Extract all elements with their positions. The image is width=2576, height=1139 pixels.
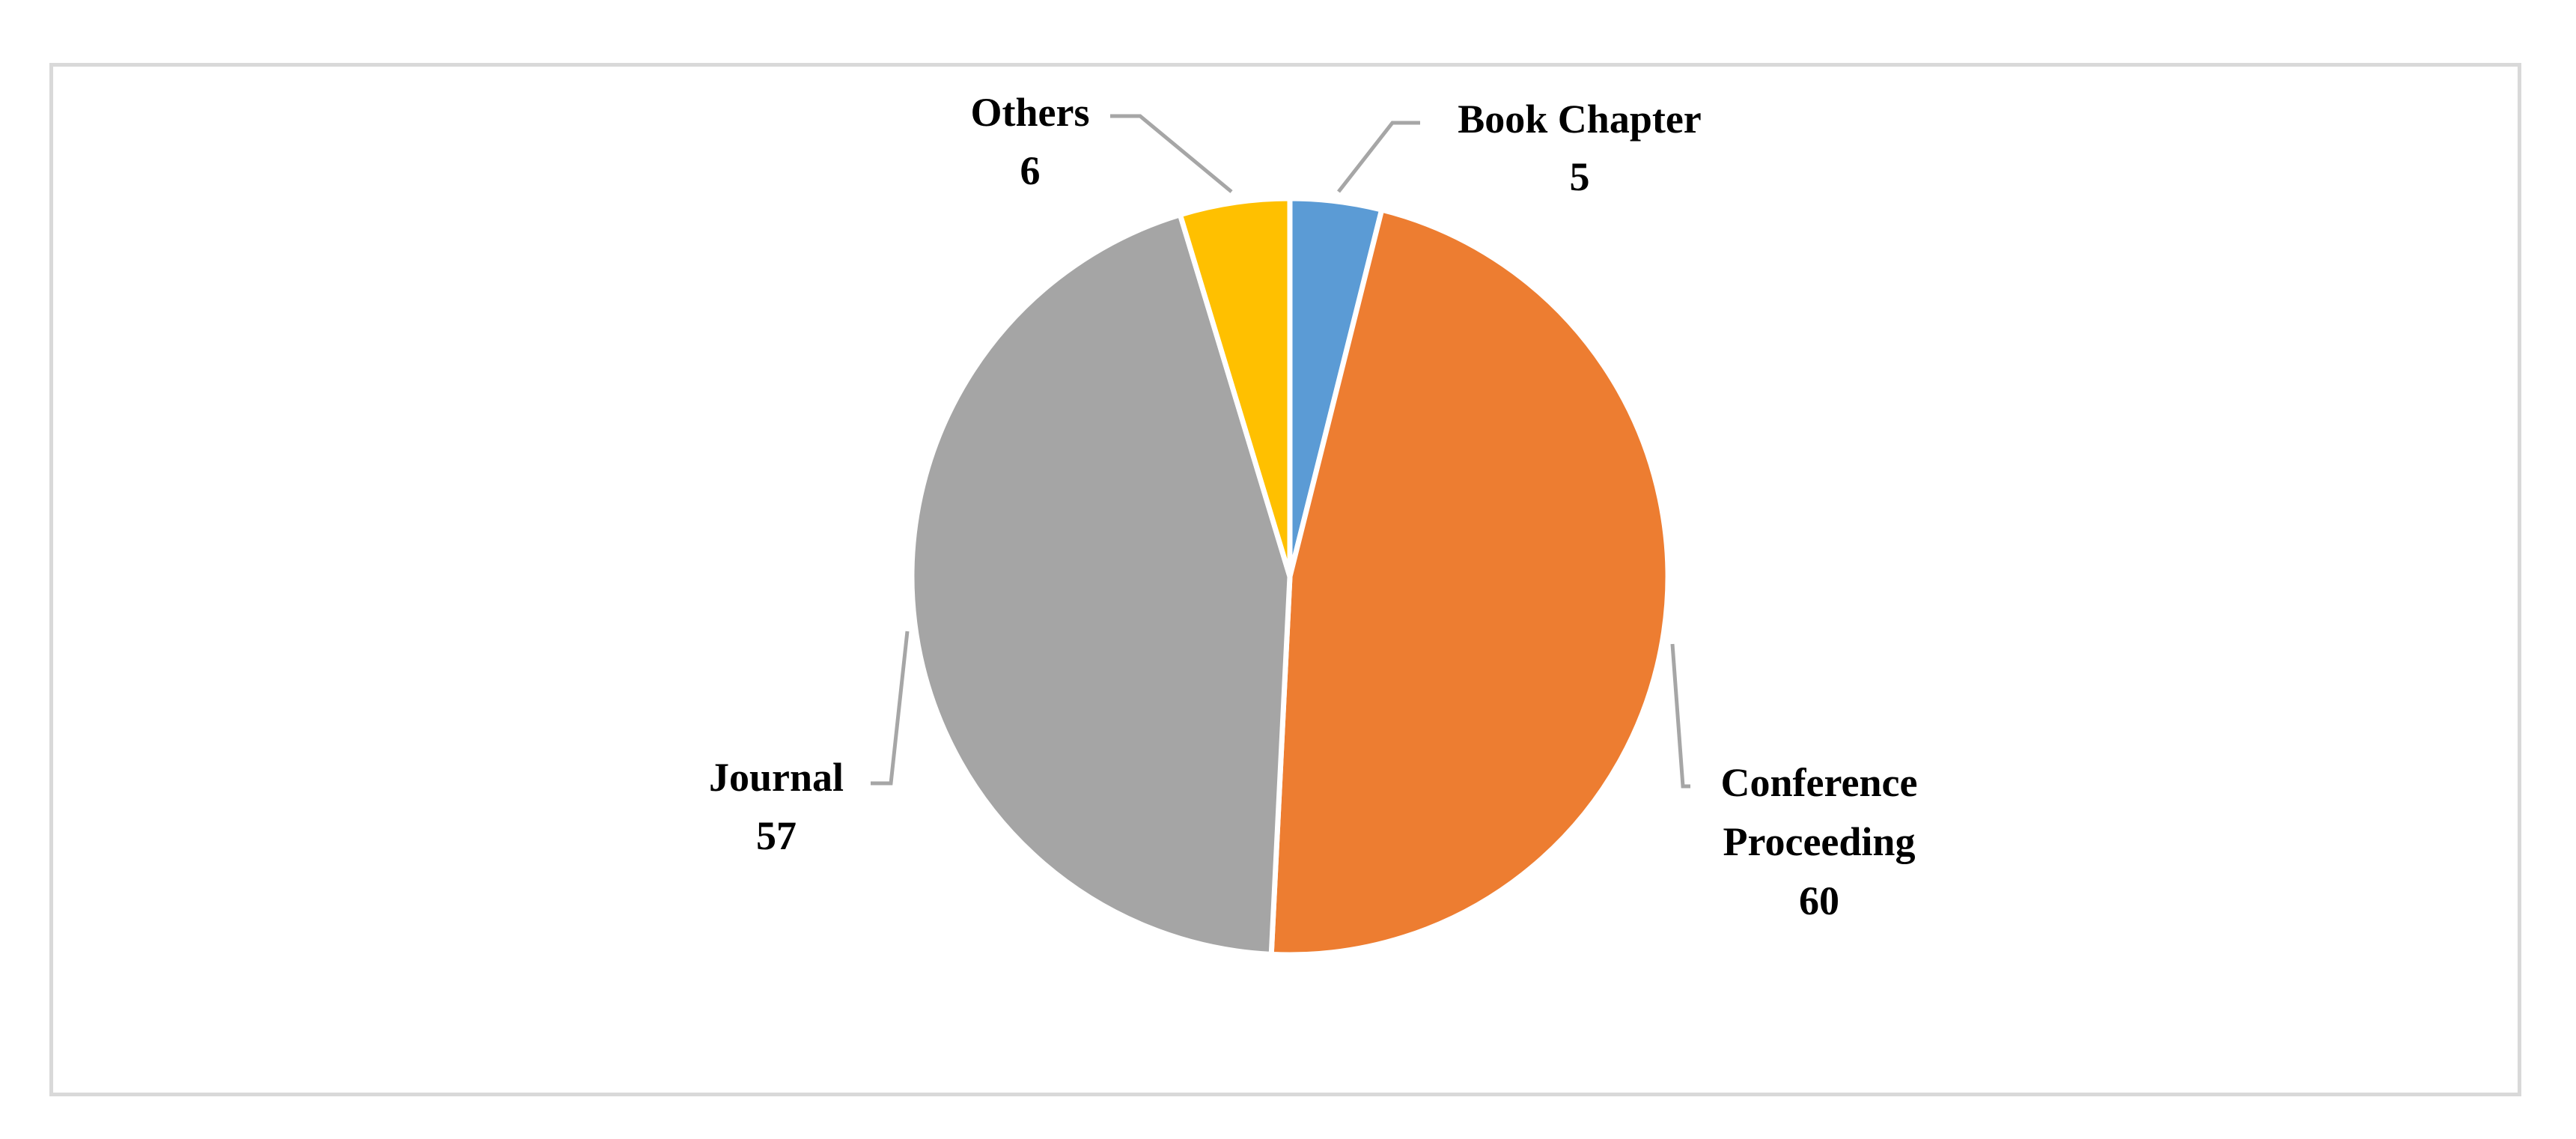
label-book-chapter-name: Book Chapter — [1458, 97, 1702, 142]
pie-slice-conference-proceeding — [1268, 207, 1671, 958]
label-book-chapter: Book Chapter 5 — [1458, 97, 1702, 199]
label-journal-value: 57 — [756, 813, 797, 858]
label-journal: Journal 57 — [709, 755, 844, 858]
label-conference-proceeding-name-2: Proceeding — [1723, 819, 1916, 864]
label-others-name: Others — [971, 90, 1090, 135]
leader-others — [1110, 114, 1233, 193]
leader-book-chapter — [1337, 121, 1420, 193]
label-book-chapter-value: 5 — [1570, 154, 1590, 199]
leader-journal — [871, 631, 910, 786]
leader-lines — [871, 114, 1690, 789]
leader-conference-proceeding — [1670, 643, 1690, 789]
pie-slices — [909, 195, 1671, 958]
pie-slice-others — [1177, 195, 1293, 580]
label-others-value: 6 — [1020, 148, 1041, 193]
label-others: Others 6 — [971, 90, 1090, 193]
label-conference-proceeding-name-1: Conference — [1721, 760, 1918, 805]
pie-slice-journal — [909, 212, 1293, 957]
label-journal-name: Journal — [709, 755, 844, 800]
label-conference-proceeding: Conference Proceeding 60 — [1721, 760, 1918, 923]
label-conference-proceeding-value: 60 — [1799, 878, 1839, 923]
